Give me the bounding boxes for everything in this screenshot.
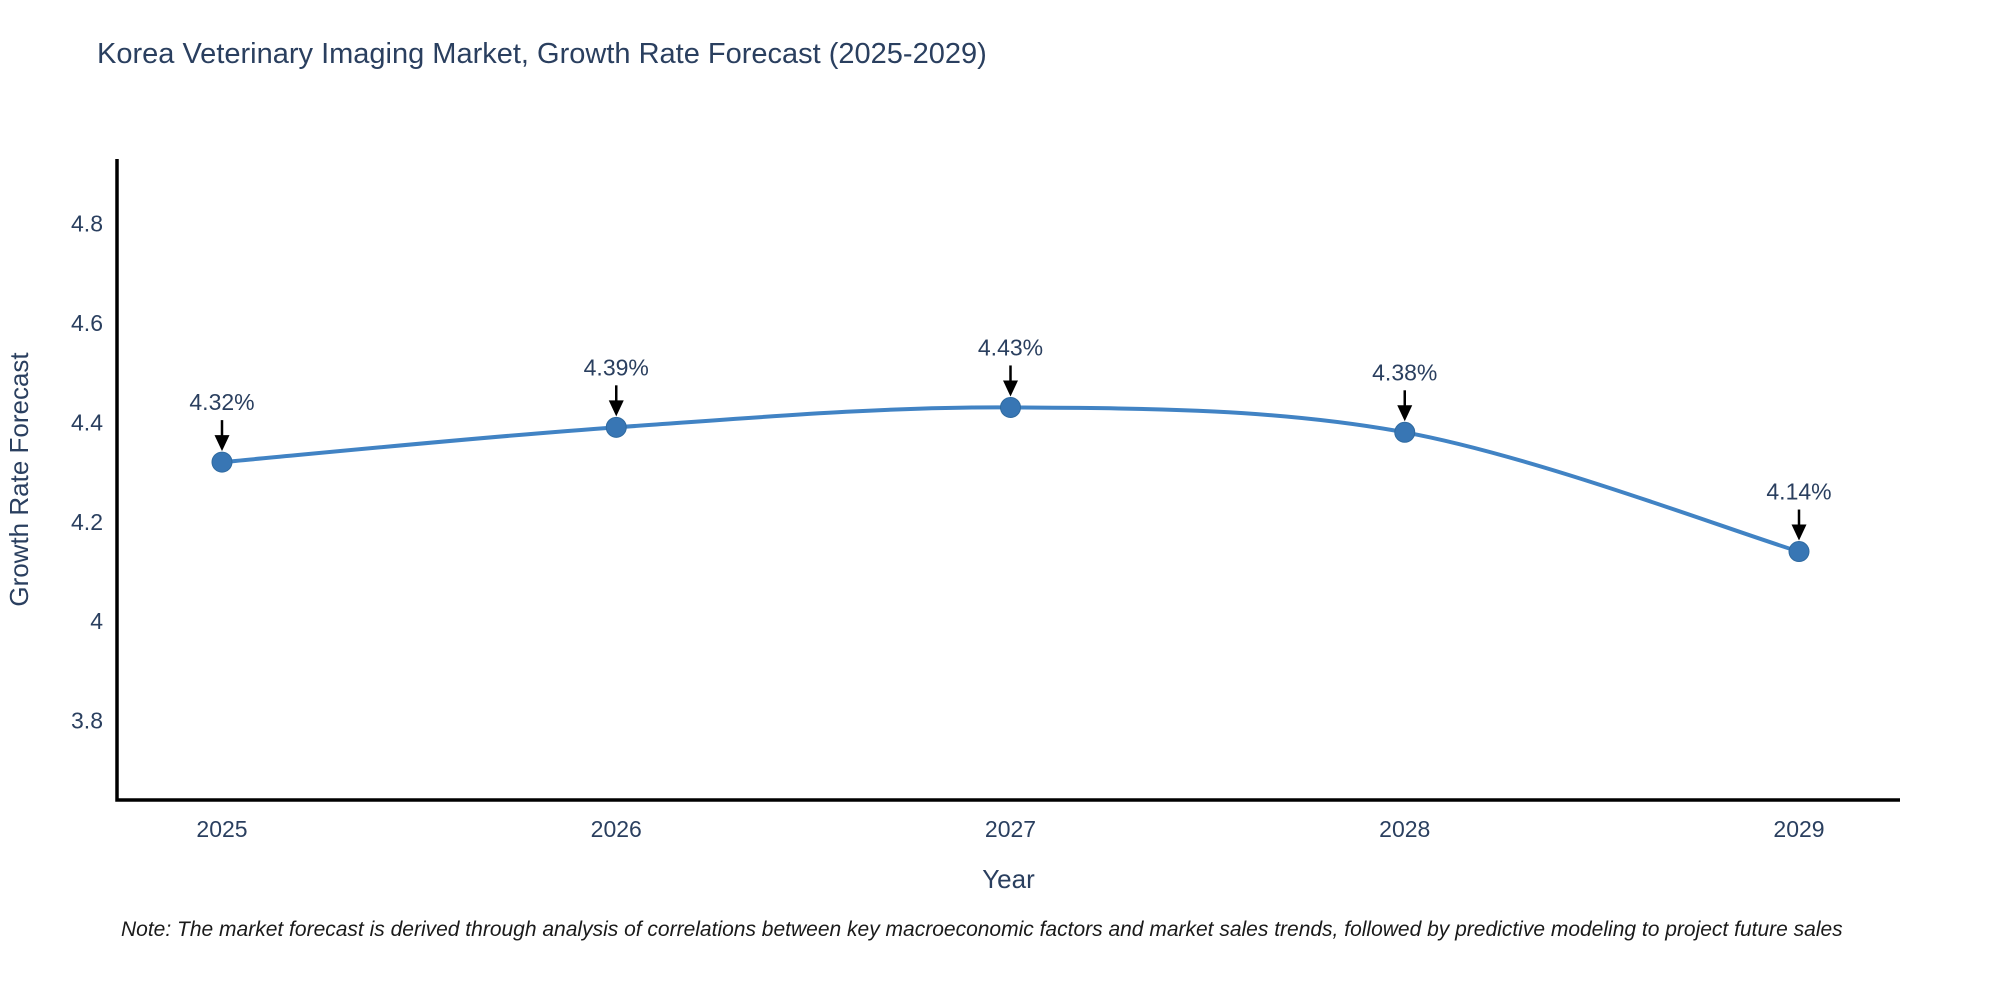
x-tick-label: 2028 xyxy=(1379,816,1430,842)
point-annotation-label: 4.38% xyxy=(1372,359,1437,385)
annotation-arrow-head xyxy=(608,400,624,417)
y-tick-label: 4 xyxy=(90,608,103,634)
point-annotation-label: 4.32% xyxy=(189,389,254,415)
footnote: Note: The market forecast is derived thr… xyxy=(121,918,1843,941)
annotation-arrow-head xyxy=(214,435,230,452)
data-point-marker[interactable] xyxy=(211,451,233,473)
x-axis-title: Year xyxy=(982,864,1035,894)
annotation-arrow-head xyxy=(1397,405,1413,422)
y-tick-label: 4.8 xyxy=(71,211,103,237)
x-tick-label: 2029 xyxy=(1773,816,1824,842)
x-tick-label: 2025 xyxy=(196,816,247,842)
data-point-marker[interactable] xyxy=(1394,421,1416,443)
data-point-marker[interactable] xyxy=(605,416,627,438)
data-point-marker[interactable] xyxy=(1000,396,1021,418)
point-annotation-label: 4.39% xyxy=(584,354,649,380)
point-annotation-label: 4.14% xyxy=(1766,479,1831,505)
axis-lines xyxy=(115,159,1900,802)
y-tick-label: 4.2 xyxy=(71,509,103,535)
data-point-marker[interactable] xyxy=(1788,541,1810,563)
annotation-arrow-head xyxy=(1003,380,1018,397)
x-tick-label: 2026 xyxy=(591,816,642,842)
x-tick-label: 2027 xyxy=(985,816,1036,842)
y-tick-label: 4.6 xyxy=(71,310,103,336)
y-tick-label: 4.4 xyxy=(71,409,103,435)
point-annotation-label: 4.43% xyxy=(978,334,1043,360)
trend-line xyxy=(221,405,1800,554)
chart-title: Korea Veterinary Imaging Market, Growth … xyxy=(97,38,987,70)
annotation-arrow-head xyxy=(1791,524,1807,541)
y-axis-title: Growth Rate Forecast xyxy=(4,352,34,607)
y-tick-label: 3.8 xyxy=(71,708,103,734)
